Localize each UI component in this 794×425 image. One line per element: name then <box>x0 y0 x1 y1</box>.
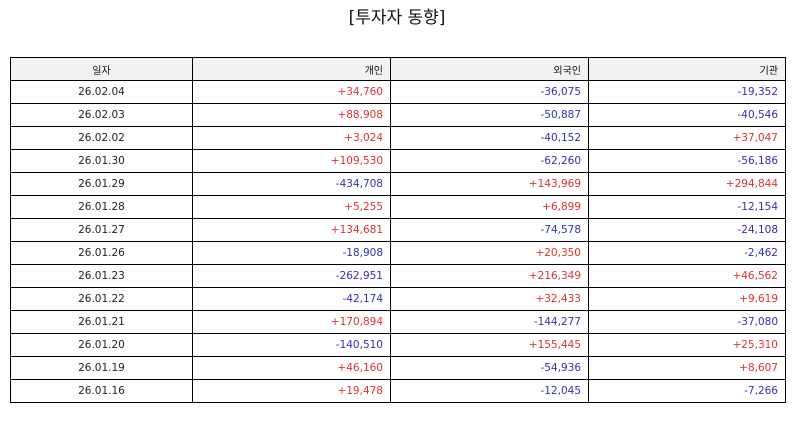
date-cell: 26.02.03 <box>10 103 193 127</box>
foreign-cell: -144,277 <box>390 310 589 334</box>
date-cell: 26.01.28 <box>10 195 193 219</box>
individual-cell: +5,255 <box>192 195 391 219</box>
date-cell: 26.01.19 <box>10 356 193 380</box>
individual-cell: -140,510 <box>192 333 391 357</box>
foreign-cell: +20,350 <box>390 241 589 265</box>
table-row: 26.02.02 +3,024 -40,152 +37,047 <box>10 126 786 150</box>
institution-cell: -7,266 <box>588 379 786 403</box>
date-cell: 26.01.21 <box>10 310 193 334</box>
individual-cell: -262,951 <box>192 264 391 288</box>
individual-cell: +19,478 <box>192 379 391 403</box>
institution-cell: -56,186 <box>588 149 786 173</box>
foreign-cell: -40,152 <box>390 126 589 150</box>
table-row: 26.01.30 +109,530 -62,260 -56,186 <box>10 149 786 173</box>
table-row: 26.01.26 -18,908 +20,350 -2,462 <box>10 241 786 265</box>
table-row: 26.01.23 -262,951 +216,349 +46,562 <box>10 264 786 288</box>
page-title: [투자자 동향] <box>348 8 446 28</box>
institution-cell: -2,462 <box>588 241 786 265</box>
individual-cell: +3,024 <box>192 126 391 150</box>
institution-cell: +46,562 <box>588 264 786 288</box>
foreign-cell: -62,260 <box>390 149 589 173</box>
date-cell: 26.01.16 <box>10 379 193 403</box>
foreign-cell: -74,578 <box>390 218 589 242</box>
foreign-cell: -50,887 <box>390 103 589 127</box>
column-header-institution: 기관 <box>588 57 786 81</box>
institution-cell: -37,080 <box>588 310 786 334</box>
header-row: 일자 개인 외국인 기관 <box>10 57 786 81</box>
individual-cell: +34,760 <box>192 80 391 104</box>
institution-cell: -40,546 <box>588 103 786 127</box>
foreign-cell: +32,433 <box>390 287 589 311</box>
individual-cell: -42,174 <box>192 287 391 311</box>
institution-cell: -24,108 <box>588 218 786 242</box>
individual-cell: -18,908 <box>192 241 391 265</box>
individual-cell: +46,160 <box>192 356 391 380</box>
investor-trend-table: 일자 개인 외국인 기관 26.02.04 +34,760 -36,075 -19,3… <box>10 57 786 403</box>
table-row: 26.01.21 +170,894 -144,277 -37,080 <box>10 310 786 334</box>
date-cell: 26.02.04 <box>10 80 193 104</box>
institution-cell: +9,619 <box>588 287 786 311</box>
column-header-individual: 개인 <box>192 57 391 81</box>
foreign-cell: -36,075 <box>390 80 589 104</box>
foreign-cell: +155,445 <box>390 333 589 357</box>
foreign-cell: +6,899 <box>390 195 589 219</box>
foreign-cell: +143,969 <box>390 172 589 196</box>
institution-cell: -19,352 <box>588 80 786 104</box>
date-cell: 26.01.26 <box>10 241 193 265</box>
table-row: 26.01.29 -434,708 +143,969 +294,844 <box>10 172 786 196</box>
individual-cell: -434,708 <box>192 172 391 196</box>
institution-cell: +25,310 <box>588 333 786 357</box>
date-cell: 26.01.30 <box>10 149 193 173</box>
institution-cell: +37,047 <box>588 126 786 150</box>
individual-cell: +170,894 <box>192 310 391 334</box>
individual-cell: +109,530 <box>192 149 391 173</box>
date-cell: 26.01.20 <box>10 333 193 357</box>
table-row: 26.01.16 +19,478 -12,045 -7,266 <box>10 379 786 403</box>
foreign-cell: +216,349 <box>390 264 589 288</box>
date-cell: 26.01.23 <box>10 264 193 288</box>
date-cell: 26.01.29 <box>10 172 193 196</box>
foreign-cell: -54,936 <box>390 356 589 380</box>
column-header-date: 일자 <box>10 57 193 81</box>
table-body: 26.02.04 +34,760 -36,075 -19,352 26.02.03 +88… <box>10 80 786 403</box>
individual-cell: +134,681 <box>192 218 391 242</box>
date-cell: 26.01.27 <box>10 218 193 242</box>
table-row: 26.01.28 +5,255 +6,899 -12,154 <box>10 195 786 219</box>
table-row: 26.01.20 -140,510 +155,445 +25,310 <box>10 333 786 357</box>
table-row: 26.01.19 +46,160 -54,936 +8,607 <box>10 356 786 380</box>
column-header-foreign: 외국인 <box>390 57 589 81</box>
table-row: 26.02.03 +88,908 -50,887 -40,546 <box>10 103 786 127</box>
table-row: 26.01.27 +134,681 -74,578 -24,108 <box>10 218 786 242</box>
table-row: 26.02.04 +34,760 -36,075 -19,352 <box>10 80 786 104</box>
individual-cell: +88,908 <box>192 103 391 127</box>
institution-cell: +294,844 <box>588 172 786 196</box>
institution-cell: +8,607 <box>588 356 786 380</box>
foreign-cell: -12,045 <box>390 379 589 403</box>
date-cell: 26.02.02 <box>10 126 193 150</box>
table-row: 26.01.22 -42,174 +32,433 +9,619 <box>10 287 786 311</box>
date-cell: 26.01.22 <box>10 287 193 311</box>
institution-cell: -12,154 <box>588 195 786 219</box>
